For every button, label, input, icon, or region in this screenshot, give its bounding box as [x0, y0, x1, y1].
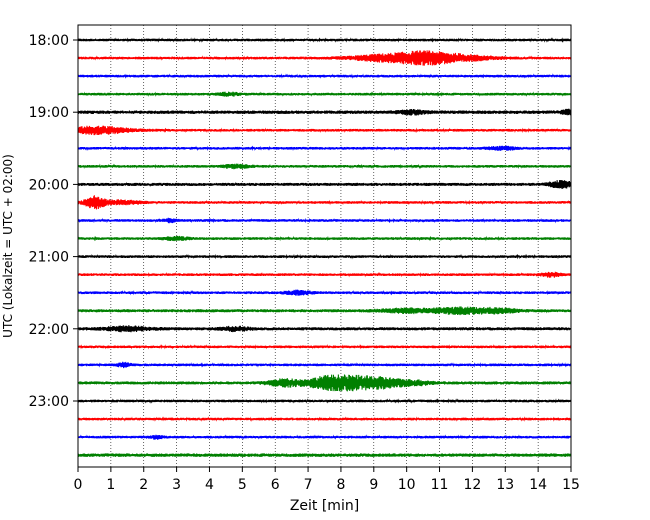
- seismogram-trace-1945: [77, 163, 572, 170]
- seismogram-trace-1845: [77, 91, 572, 97]
- x-axis: 0 1 2 3 4 5 6 7 8 9 10 11 12 13 14 15: [74, 467, 580, 493]
- seismogram-trace-2115: [77, 271, 572, 278]
- y-tick-label: 18:00: [29, 33, 69, 49]
- x-tick-label: 13: [496, 477, 514, 493]
- seismogram-trace-2245: [77, 374, 572, 392]
- y-tick-label: 19:00: [29, 105, 69, 121]
- y-axis: 18:00 19:00 20:00 21:00 22:00 23:00: [29, 33, 78, 410]
- x-tick-label: 2: [139, 477, 148, 493]
- seismogram-trace-1815: [77, 50, 572, 66]
- seismogram-trace-2045: [77, 235, 572, 242]
- seismogram-trace-1930: [77, 145, 572, 152]
- seismogram-trace-2345: [77, 453, 572, 457]
- x-tick-label: 12: [463, 477, 481, 493]
- seismogram-trace-1900: [77, 108, 572, 116]
- x-axis-label: Zeit [min]: [290, 498, 359, 514]
- seismogram-trace-1915: [77, 125, 572, 136]
- seismogram-trace-2030: [77, 217, 572, 224]
- seismogram-trace-2145: [77, 306, 572, 316]
- x-tick-label: 9: [369, 477, 378, 493]
- seismogram-trace-2100: [77, 253, 572, 260]
- x-tick-label: 1: [106, 477, 115, 493]
- seismogram-trace-2130: [77, 289, 572, 296]
- seismogram-trace-2230: [77, 361, 572, 369]
- x-tick-label: 10: [398, 477, 416, 493]
- seismogram-trace-1800: [77, 37, 572, 43]
- seismogram-trace-2315: [77, 416, 572, 422]
- y-tick-label: 21:00: [29, 250, 69, 266]
- x-tick-label: 6: [271, 477, 280, 493]
- x-tick-label: 5: [238, 477, 247, 493]
- traces: [77, 37, 572, 457]
- plot-frame: [77, 24, 572, 468]
- x-tick-label: 3: [172, 477, 181, 493]
- seismogram-trace-2300: [77, 398, 572, 404]
- y-tick-label: 20:00: [29, 177, 69, 193]
- x-tick-label: 0: [74, 477, 83, 493]
- seismogram-trace-2200: [77, 325, 572, 333]
- seismogram-trace-1830: [77, 73, 572, 79]
- x-tick-label: 15: [562, 477, 580, 493]
- seismogram-trace-2000: [77, 179, 572, 189]
- y-tick-label: 23:00: [29, 394, 69, 410]
- x-tick-label: 4: [205, 477, 214, 493]
- y-tick-label: 22:00: [29, 322, 69, 338]
- x-tick-label: 7: [304, 477, 313, 493]
- seismogram-trace-2215: [77, 344, 572, 350]
- x-tick-label: 11: [431, 477, 449, 493]
- x-tick-label: 8: [336, 477, 345, 493]
- seismogram-trace-2330: [77, 434, 572, 440]
- y-axis-label: UTC (Lokalzeit = UTC + 02:00): [1, 154, 15, 338]
- x-tick-label: 14: [529, 477, 547, 493]
- seismogram-trace-2015: [77, 195, 572, 210]
